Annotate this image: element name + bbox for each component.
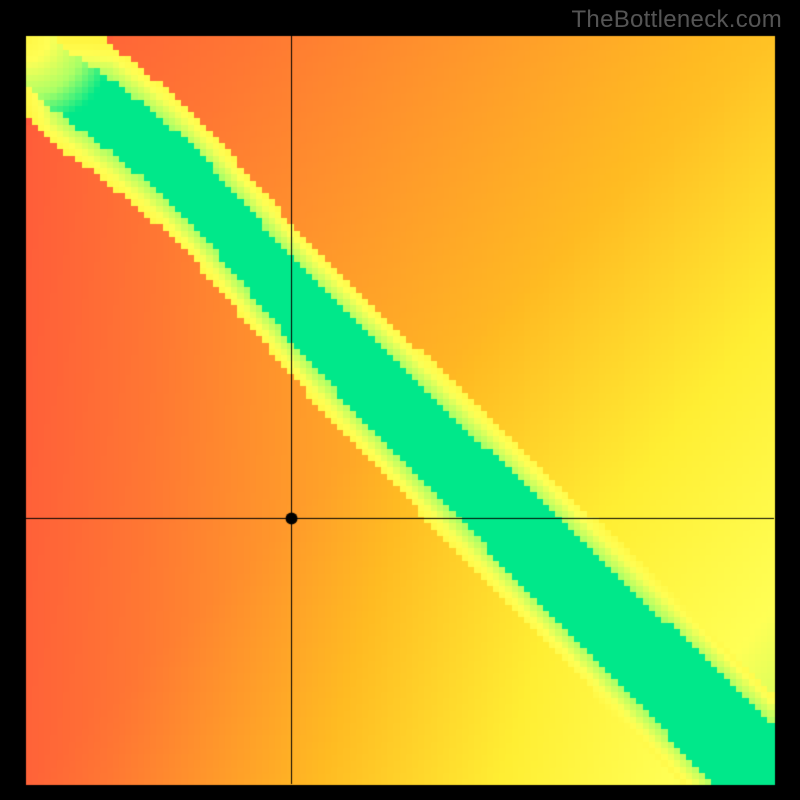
chart-container: TheBottleneck.com: [0, 0, 800, 800]
bottleneck-heatmap-canvas: [0, 0, 800, 800]
watermark-text: TheBottleneck.com: [571, 6, 782, 34]
